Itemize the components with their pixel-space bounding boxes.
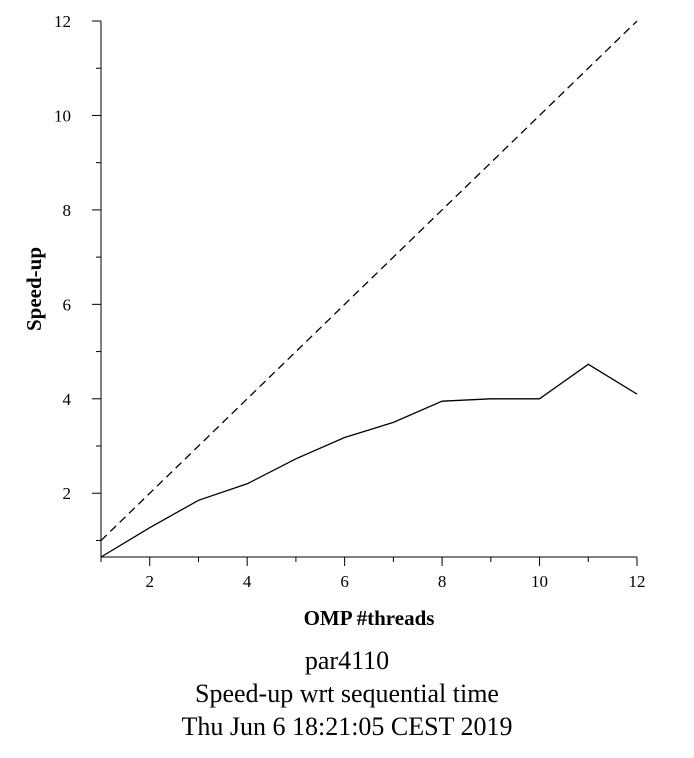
speedup-chart: 2 4 6 8 10 12 2 4 6 8 10 12 OMP #threads Speed-up	[22, 12, 646, 630]
x-tick-label: 4	[243, 572, 252, 591]
x-axis-label: OMP #threads	[304, 606, 435, 630]
y-tick-label: 6	[63, 295, 72, 314]
ideal-speedup-line	[100, 20, 638, 541]
x-tick-label: 12	[629, 572, 646, 591]
y-tick-label: 8	[63, 201, 72, 220]
caption-host: par4110	[304, 646, 390, 675]
y-tick-label: 10	[54, 106, 71, 125]
measured-speedup-line	[100, 363, 638, 558]
y-tick-label: 2	[63, 484, 72, 503]
axes	[100, 21, 637, 558]
y-tick-label: 12	[54, 12, 71, 31]
caption-timestamp: Thu Jun 6 18:21:05 CEST 2019	[181, 712, 513, 741]
x-tick-label: 8	[438, 572, 447, 591]
x-tick-label: 2	[145, 572, 154, 591]
series	[100, 20, 638, 558]
caption-subtitle: Speed-up wrt sequential time	[195, 679, 499, 708]
y-tick-label: 4	[63, 390, 72, 409]
ticks: 2 4 6 8 10 12 2 4 6 8 10 12	[54, 12, 646, 591]
x-tick-label: 6	[340, 572, 349, 591]
x-tick-label: 10	[531, 572, 548, 591]
y-axis-label: Speed-up	[22, 247, 46, 331]
